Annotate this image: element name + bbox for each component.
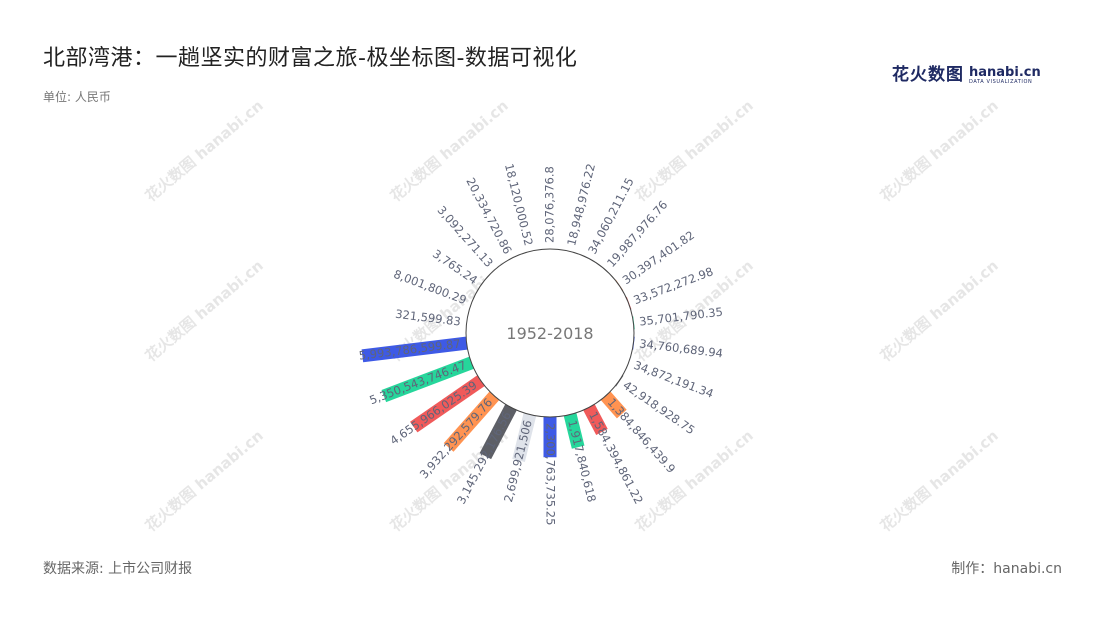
polar-bar	[479, 404, 517, 460]
center-label: 1952-2018	[506, 324, 593, 343]
polar-bar	[600, 391, 627, 419]
polar-bar	[583, 404, 608, 435]
logo-en-block: hanabi.cn DATA VISUALIZATION	[969, 66, 1041, 85]
bar-value-label: 34,760,689.94	[639, 336, 724, 360]
logo-cn-text: 花火数图	[892, 65, 964, 85]
center-ring	[465, 248, 635, 418]
chart-title: 北部湾港：一趟坚实的财富之旅-极坐标图-数据可视化	[43, 46, 578, 71]
bar-value-label: 28,076,376.8	[543, 166, 557, 243]
polar-bar	[361, 336, 468, 363]
bar-value-label: 35,701,790.35	[638, 305, 723, 329]
logo-sub-text: DATA VISUALIZATION	[969, 79, 1033, 85]
polar-bar	[563, 413, 585, 449]
credit-text: 制作：hanabi.cn	[951, 561, 1062, 577]
polar-bar	[381, 356, 474, 403]
logo-en-text: hanabi.cn	[969, 65, 1041, 80]
bar-value-label: 5,993,786,599.87	[358, 336, 461, 362]
brand-logo: 花火数图 hanabi.cn DATA VISUALIZATION	[892, 60, 1041, 85]
data-source: 数据来源: 上市公司财报	[43, 561, 193, 577]
bar-value-label: 2,300,763,735.25	[544, 423, 558, 525]
bar-value-label: 2,699,921,506	[501, 419, 535, 504]
unit-label: 单位: 人民币	[43, 90, 111, 104]
bar-value-label: 321,599.83	[394, 307, 461, 329]
polar-bar	[443, 391, 500, 452]
polar-bar	[410, 375, 485, 433]
polar-bar	[512, 413, 537, 463]
bar-value-label: 1,917,840,618	[565, 419, 599, 504]
